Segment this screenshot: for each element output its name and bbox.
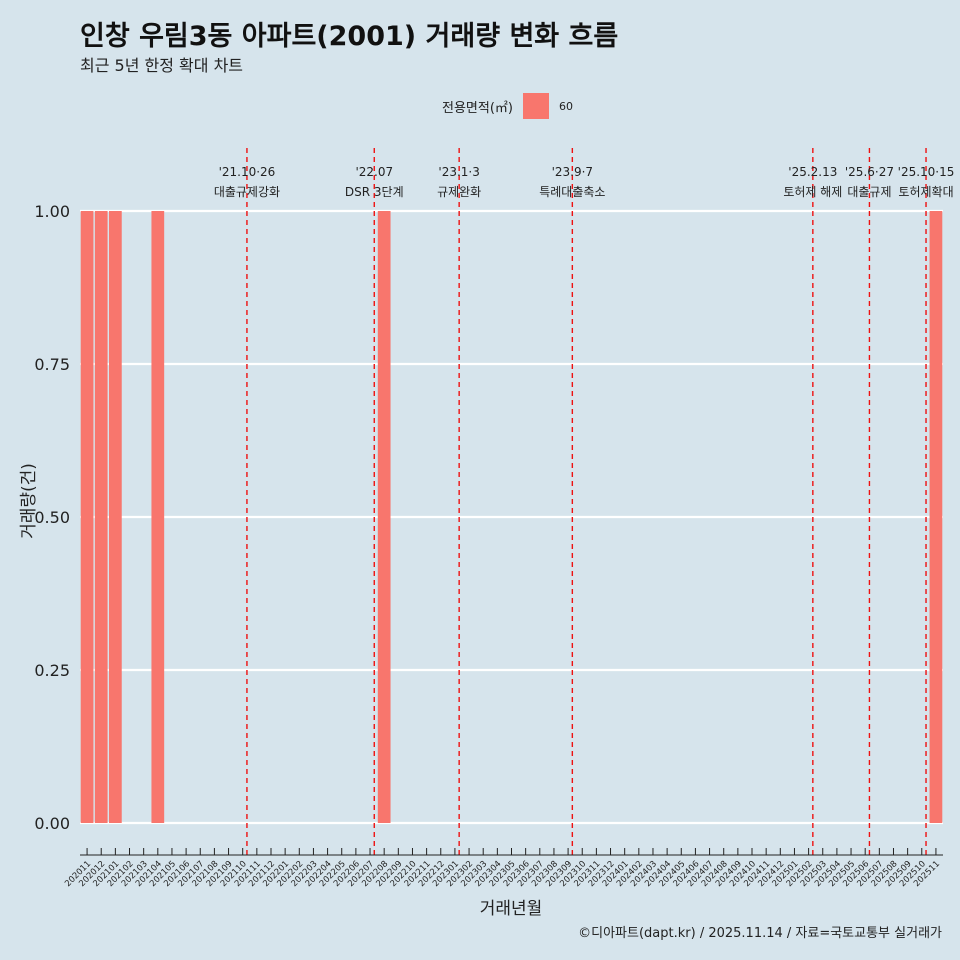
event-label: 토허제확대 xyxy=(898,185,953,199)
bar xyxy=(377,211,391,823)
event-date: '25.10·15 xyxy=(898,165,955,179)
chart-subtitle: 최근 5년 한정 확대 차트 xyxy=(80,56,244,75)
event-label: 대출규제강화 xyxy=(214,185,280,199)
source-caption: ©디아파트(dapt.kr) / 2025.11.14 / 자료=국토교통부 실… xyxy=(578,926,942,941)
event-date: '22.07 xyxy=(355,165,393,179)
event-date: '25.2.13 xyxy=(788,165,837,179)
bar xyxy=(151,211,165,823)
chart-title: 인창 우림3동 아파트(2001) 거래량 변화 흐름 xyxy=(80,21,619,52)
event-date: '23.1·3 xyxy=(438,165,479,179)
y-axis-title: 거래량(건) xyxy=(19,463,39,539)
y-tick-label: 0.75 xyxy=(34,355,70,374)
y-axis: 0.00 0.25 0.50 0.75 1.00 xyxy=(34,202,70,833)
event-lines xyxy=(246,148,927,855)
event-label: 대출규제 xyxy=(847,185,891,199)
bars xyxy=(80,211,943,823)
bar xyxy=(80,211,94,823)
x-axis: 2020112020122021012021022021032021042021… xyxy=(63,848,943,889)
y-tick-label: 0.00 xyxy=(34,814,70,833)
event-label: DSR 3단계 xyxy=(345,185,404,199)
y-tick-label: 1.00 xyxy=(34,202,70,221)
event-date: '23.9·7 xyxy=(552,165,593,179)
event-label: 토허제 해제 xyxy=(783,185,842,199)
event-date: '25.6·27 xyxy=(845,165,894,179)
event-label: 규제완화 xyxy=(437,185,481,199)
y-tick-label: 0.25 xyxy=(34,661,70,680)
event-date: '21.10·26 xyxy=(219,165,276,179)
bar xyxy=(929,211,943,823)
y-tick-label: 0.50 xyxy=(34,508,70,527)
legend-swatch xyxy=(522,93,549,119)
legend-entry: 60 xyxy=(558,99,573,113)
x-axis-title: 거래년월 xyxy=(480,899,543,919)
event-label: 특례대출축소 xyxy=(539,185,605,199)
legend-title: 전용면적(㎡) xyxy=(442,100,513,116)
bar xyxy=(109,211,122,823)
legend: 전용면적(㎡) 60 xyxy=(442,93,573,119)
gridlines xyxy=(80,209,943,825)
bar xyxy=(94,211,108,823)
event-annotations: '21.10·26 대출규제강화 '22.07 DSR 3단계 '23.1·3 규제완화 '… xyxy=(214,165,955,199)
